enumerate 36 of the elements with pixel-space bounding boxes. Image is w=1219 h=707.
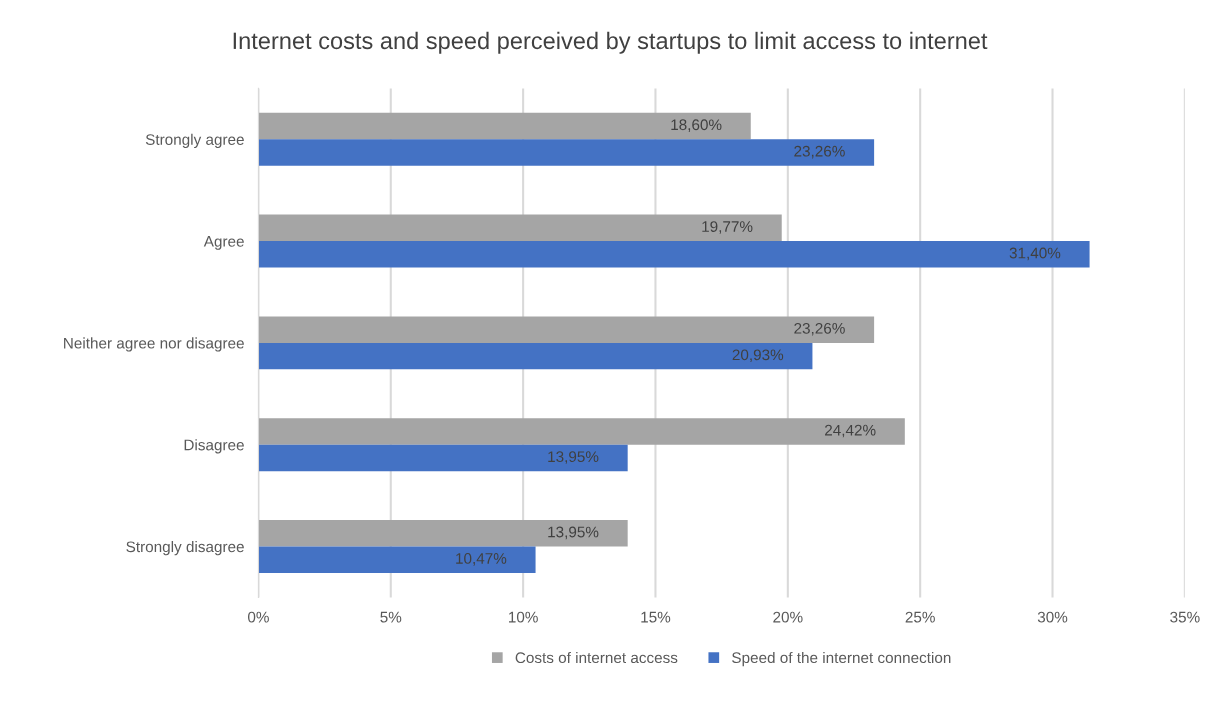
legend-label: Speed of the internet connection	[732, 651, 951, 667]
x-tick-label: 10%	[509, 611, 538, 623]
x-tick-label: 30%	[1037, 611, 1068, 623]
y-tick-label: Strongly agree	[145, 133, 244, 148]
x-tick-label: 0%	[247, 611, 269, 623]
data-label: 23,26%	[794, 145, 845, 159]
bar	[258, 112, 751, 140]
bar	[258, 139, 875, 166]
bar	[258, 316, 875, 343]
data-label: 19,77%	[702, 221, 753, 234]
bar	[258, 546, 536, 573]
x-tick-label: 20%	[773, 611, 803, 623]
bar	[258, 342, 813, 370]
bar	[258, 214, 782, 242]
x-tick-label: 5%	[380, 611, 402, 623]
y-tick-label: Disagree	[184, 439, 244, 454]
y-tick-label: Neither agree nor disagree	[64, 337, 244, 352]
x-tick-label: 25%	[905, 611, 935, 623]
data-label: 20,93%	[732, 349, 784, 363]
bar	[258, 520, 628, 547]
data-label: 24,42%	[825, 424, 876, 438]
legend-label: Costs of internet access	[515, 651, 678, 664]
data-label: 31,40%	[1009, 247, 1061, 261]
x-tick-label: 35%	[1170, 611, 1200, 623]
y-tick-label: Strongly disagree	[126, 540, 244, 556]
data-label: 23,26%	[794, 322, 845, 336]
x-tick-label: 15%	[641, 611, 671, 623]
data-label: 10,47%	[456, 553, 507, 566]
data-label: 13,95%	[548, 451, 599, 464]
bar	[258, 241, 1090, 268]
bar	[258, 418, 905, 445]
bar	[258, 444, 628, 472]
data-label: 13,95%	[548, 526, 599, 540]
data-label: 18,60%	[671, 119, 722, 132]
chart-title: Internet costs and speed perceived by startups to limit access to internet	[233, 31, 988, 54]
y-tick-label: Agree	[203, 236, 244, 250]
